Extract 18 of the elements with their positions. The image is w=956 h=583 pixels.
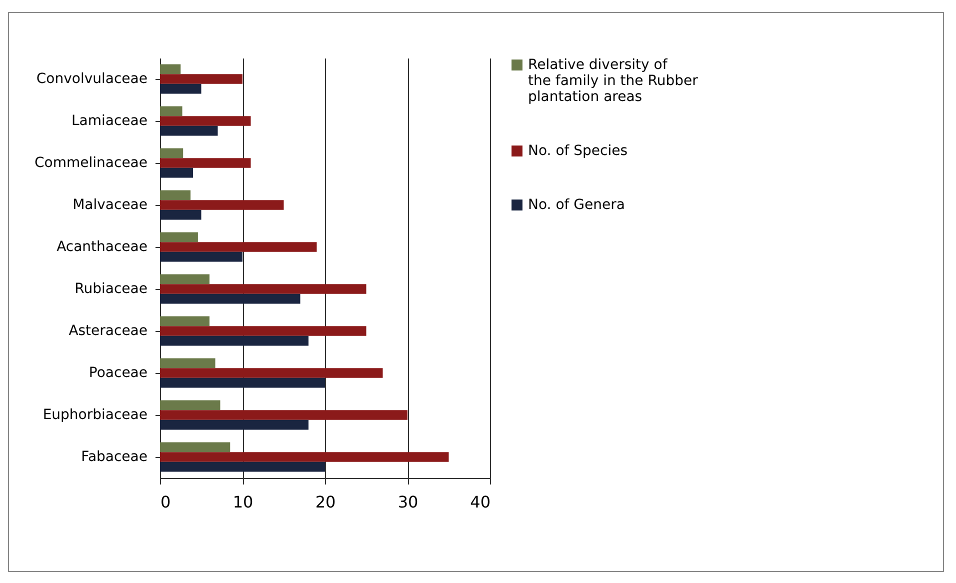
x-tick-label: 0 <box>160 492 171 512</box>
y-tick-label: Rubiaceae <box>74 281 148 297</box>
x-tick-label: 20 <box>315 492 336 512</box>
y-tick-label: Fabaceae <box>81 449 148 465</box>
legend-label: No. of Genera <box>528 197 625 213</box>
y-tick-label: Acanthaceae <box>56 239 148 255</box>
legend-label: Relative diversity of the family in the Rubber plantation areas <box>528 57 698 105</box>
y-tick-label: Malvaceae <box>72 197 148 213</box>
x-tick-label: 10 <box>232 492 254 512</box>
x-tick-label: 30 <box>398 492 418 512</box>
y-tick-label: Lamiaceae <box>72 113 148 129</box>
y-tick-label: Euphorbiaceae <box>42 407 148 423</box>
y-tick-label: Poaceae <box>88 365 148 381</box>
x-tick-label: 40 <box>470 492 490 512</box>
y-tick-label: Asteraceae <box>68 323 148 339</box>
legend-label: No. of Species <box>528 143 628 159</box>
y-tick-label: Commelinaceae <box>34 155 148 171</box>
y-tick-label: Convolvulaceae <box>36 71 148 87</box>
